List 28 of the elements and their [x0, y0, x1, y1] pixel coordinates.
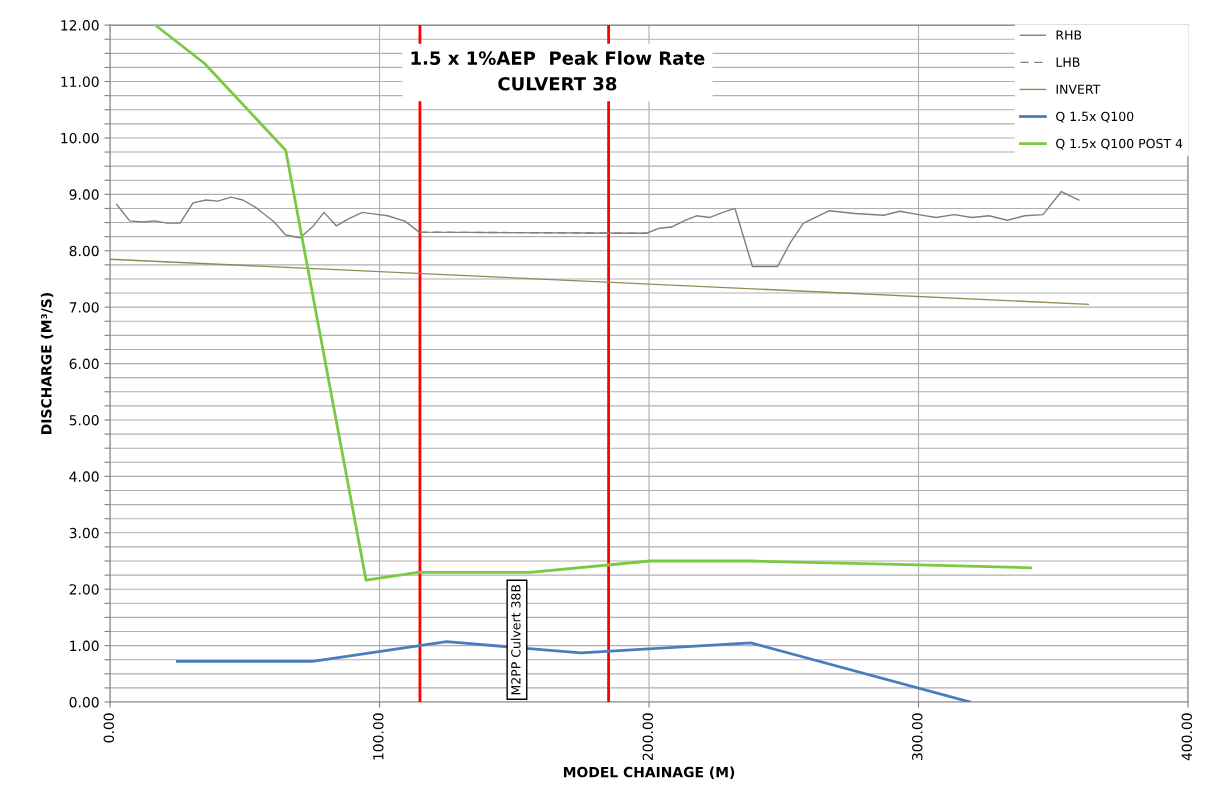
y-tick-label: 12.00 [61, 20, 99, 31]
y-tick-label: 1.00 [70, 640, 99, 652]
legend-label: RHB [1056, 30, 1082, 40]
y-tick-label: 0.00 [69, 696, 99, 708]
y-tick-label: 2.00 [69, 584, 99, 595]
y-tick-label: 5.00 [69, 414, 99, 426]
y-tick-label: 3.00 [69, 527, 99, 539]
x-tick-label: 400.00 [1181, 713, 1193, 761]
y-tick-label: 4.00 [69, 471, 99, 482]
y-tick-label: 9.00 [69, 189, 99, 200]
legend-label: LHB [1056, 57, 1080, 67]
legend-label: INVERT [1056, 84, 1101, 94]
y-tick-label: 8.00 [69, 245, 99, 257]
x-axis-title: MODEL CHAINAGE (M) [563, 766, 735, 779]
x-tick-label: 300.00 [912, 713, 923, 760]
y-tick-label: 7.00 [69, 302, 99, 313]
x-tick-label: 100.00 [373, 713, 384, 760]
line-series [116, 190, 1080, 268]
x-tick-label: 200.00 [642, 713, 654, 761]
y-axis-title: DISCHARGE (M³/S) [40, 293, 54, 434]
line-series [153, 25, 1033, 582]
annotation: M2PP Culvert 38B [510, 584, 521, 695]
y-tick-label: 11.00 [61, 76, 99, 87]
annotation: 1.5 x 1%AEP Peak Flow Rate CULVERT 38 [411, 50, 705, 91]
y-tick-label: 6.00 [69, 358, 99, 370]
legend-label: Q 1.5x Q100 [1056, 111, 1134, 123]
y-tick-label: 10.00 [61, 132, 99, 144]
legend-label: Q 1.5x Q100 POST 4 [1056, 138, 1183, 150]
